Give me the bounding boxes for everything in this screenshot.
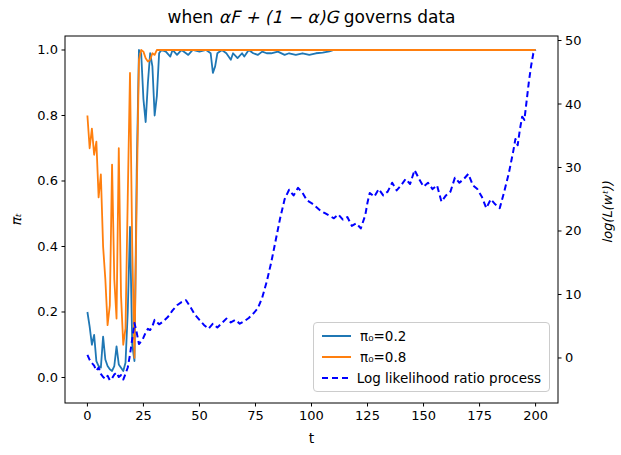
y-right-tick-label: 30 (565, 160, 582, 175)
legend-line-sample-pi02 (322, 335, 351, 337)
legend-label: π₀=0.2 (360, 328, 406, 344)
x-tick-label: 125 (355, 408, 380, 423)
y-left-tick-label: 0.2 (37, 304, 58, 319)
y-left-tick-label: 0.0 (37, 370, 58, 385)
title-math-expression: αF + (1 − α)G (219, 7, 339, 27)
legend: π₀=0.2 π₀=0.8 Log likelihood ratio proce… (313, 322, 550, 392)
chart-title: when αF + (1 − α)G governs data (65, 7, 558, 27)
x-tick-label: 0 (83, 408, 91, 423)
x-tick-label: 75 (247, 408, 264, 423)
y-right-tick-label: 20 (565, 223, 582, 238)
legend-item-pi08: π₀=0.8 (322, 347, 541, 368)
legend-item-llr: Log likelihood ratio process (322, 367, 541, 388)
y-right-tick-label: 40 (565, 97, 582, 112)
y-left-tick-label: 0.6 (37, 173, 58, 188)
y-right-tick-label: 10 (565, 287, 582, 302)
y-axis-label-right: log(L(wᵗ)) (600, 168, 615, 258)
y-right-tick-label: 50 (565, 33, 582, 48)
x-tick-label: 200 (523, 408, 548, 423)
x-tick-label: 100 (299, 408, 324, 423)
y-right-tick-label: 0 (565, 350, 573, 365)
legend-label: π₀=0.8 (360, 349, 406, 365)
figure: when αF + (1 − α)G governs data 0 25 50 75 1… (0, 0, 621, 455)
legend-line-sample-llr (322, 377, 348, 379)
legend-item-pi02: π₀=0.2 (322, 326, 541, 347)
y-axis-label-left: πₜ (8, 180, 24, 260)
x-tick-label: 25 (135, 408, 152, 423)
y-left-tick-label: 1.0 (37, 42, 58, 57)
legend-label: Log likelihood ratio process (357, 370, 541, 386)
x-tick-label: 150 (411, 408, 436, 423)
x-axis-label: t (65, 430, 558, 446)
legend-line-sample-pi08 (322, 356, 351, 358)
x-tick-label: 50 (191, 408, 208, 423)
y-left-tick-label: 0.4 (37, 239, 58, 254)
y-left-tick-label: 0.8 (37, 108, 58, 123)
x-tick-label: 175 (467, 408, 492, 423)
